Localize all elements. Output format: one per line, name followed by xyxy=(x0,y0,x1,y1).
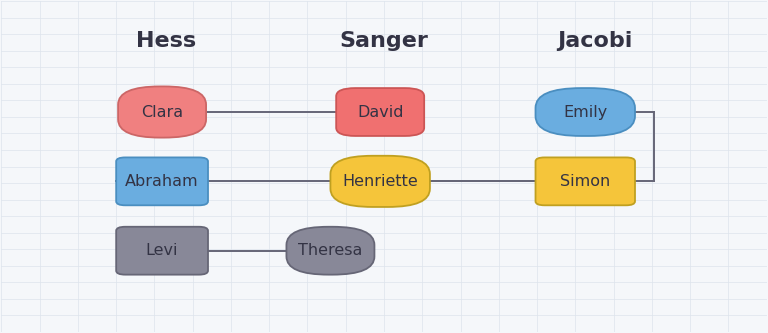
FancyBboxPatch shape xyxy=(535,88,635,136)
Text: Emily: Emily xyxy=(563,105,607,120)
FancyBboxPatch shape xyxy=(336,88,424,136)
Text: Hess: Hess xyxy=(136,31,196,51)
FancyBboxPatch shape xyxy=(535,158,635,205)
Text: Sanger: Sanger xyxy=(339,31,429,51)
Text: Simon: Simon xyxy=(560,174,611,189)
Text: David: David xyxy=(357,105,403,120)
FancyBboxPatch shape xyxy=(286,227,375,275)
Text: Theresa: Theresa xyxy=(298,243,362,258)
Text: Levi: Levi xyxy=(146,243,178,258)
Text: Jacobi: Jacobi xyxy=(557,31,632,51)
Text: Clara: Clara xyxy=(141,105,183,120)
FancyBboxPatch shape xyxy=(116,158,208,205)
Text: Henriette: Henriette xyxy=(343,174,418,189)
FancyBboxPatch shape xyxy=(118,87,206,138)
Text: Abraham: Abraham xyxy=(125,174,199,189)
FancyBboxPatch shape xyxy=(116,227,208,275)
FancyBboxPatch shape xyxy=(330,156,430,207)
